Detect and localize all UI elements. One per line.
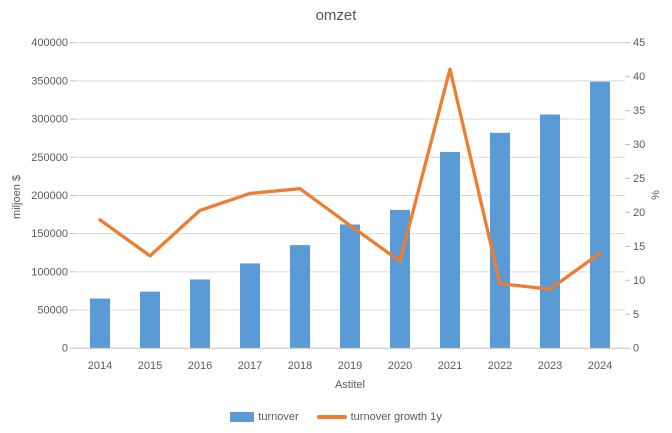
left-axis-tick-label: 0 [62,343,68,355]
turnover-bar-swatch [230,412,255,422]
bar-2024[interactable] [590,81,610,349]
left-axis-tick-label: 200000 [31,190,68,202]
right-axis-tick-label: 15 [633,241,645,253]
left-axis-tick-label: 150000 [31,228,68,240]
right-axis-tick-label: 45 [633,37,645,49]
bar-2017[interactable] [240,263,260,349]
x-axis-category-label: 2021 [438,360,462,372]
left-axis-tick-label: 400000 [31,37,68,49]
growth-line[interactable] [98,67,602,291]
x-axis-category-label: 2018 [288,360,312,372]
x-axis-category-label: 2019 [338,360,362,372]
legend-label-turnover-growth: turnover growth 1y [350,411,442,423]
bar-2016[interactable] [190,279,210,349]
bar-2019[interactable] [340,224,360,349]
x-axis-category-label: 2020 [388,360,412,372]
bar-2023[interactable] [540,114,560,349]
x-axis-category-label: 2022 [488,360,512,372]
right-axis-tick-label: 5 [633,309,639,321]
chart-title: omzet [315,7,357,24]
left-axis-tick-label: 300000 [31,114,68,126]
right-axis-tick-label: 40 [633,71,645,83]
turnover-growth-line-swatch [316,415,347,419]
bar-2021[interactable] [440,151,460,349]
right-axis-tick-label: 35 [633,105,645,117]
right-axis-tick-label: 20 [633,207,645,219]
x-axis-category-label: 2024 [588,360,612,372]
x-axis-category-label: 2015 [138,360,162,372]
legend-item-turnover[interactable]: turnover [230,411,299,423]
x-axis-category-label: 2014 [88,360,112,372]
right-axis-tick-label: 25 [633,173,645,185]
x-axis-category-label: 2016 [188,360,212,372]
left-axis-tick-label: 50000 [37,305,68,317]
legend-item-turnover-growth[interactable]: turnover growth 1y [316,411,442,423]
right-axis-tick-label: 10 [633,275,645,287]
x-axis-title: Astitel [335,379,365,391]
left-axis-tick-label: 250000 [31,152,68,164]
right-axis-tick-label: 30 [633,139,645,151]
bar-2015[interactable] [140,291,160,349]
bar-2018[interactable] [290,245,310,349]
x-axis-category-label: 2023 [538,360,562,372]
x-axis-category-label: 2017 [238,360,262,372]
legend-label-turnover: turnover [258,411,299,423]
bar-2022[interactable] [490,132,510,349]
bar-2014[interactable] [90,298,110,349]
legend: turnover turnover growth 1y [0,411,672,423]
left-axis-tick-label: 350000 [31,75,68,87]
left-axis-tick-label: 100000 [31,266,68,278]
right-axis-tick-label: 0 [633,343,639,355]
